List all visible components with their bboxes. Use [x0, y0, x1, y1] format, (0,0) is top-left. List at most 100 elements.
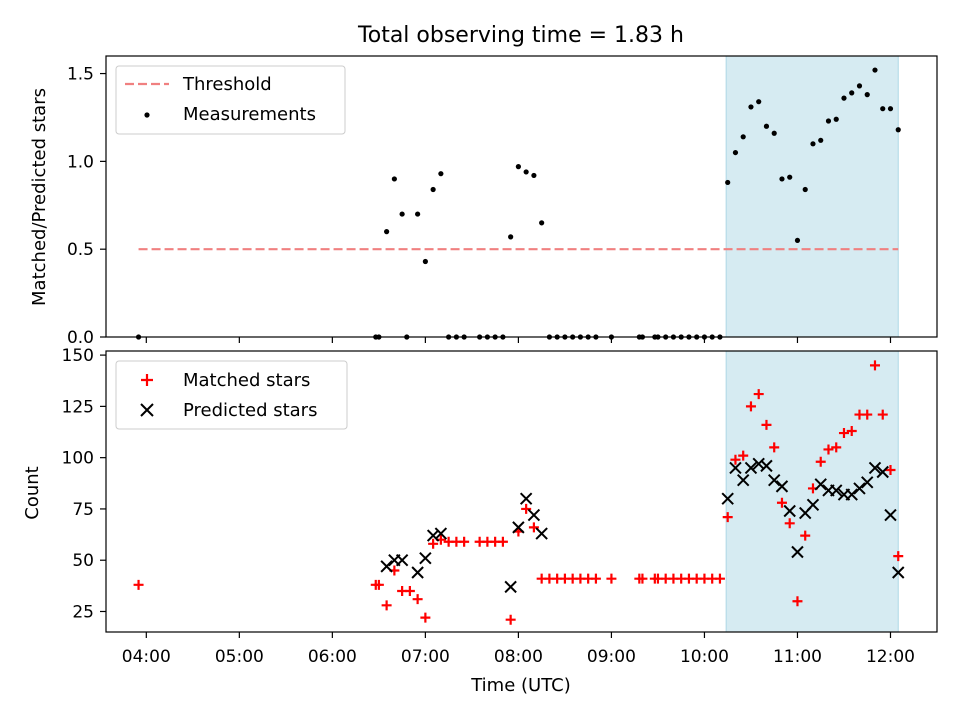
x-tick-label: 12:00 — [866, 647, 915, 667]
predicted-star-point — [519, 492, 533, 505]
matched-star-point — [505, 614, 516, 625]
measurement-point — [763, 123, 770, 129]
matched-star-point — [521, 503, 532, 514]
predicted-star-point — [434, 527, 448, 540]
top-x-axis — [145, 337, 892, 343]
measurement-point — [399, 211, 405, 217]
legend-predicted-label: Predicted stars — [183, 400, 317, 421]
matched-star-point — [815, 456, 826, 467]
x-tick-label: 09:00 — [587, 647, 636, 667]
top-legend: Threshold Measurements — [115, 65, 346, 135]
top-shaded-region — [725, 55, 899, 338]
measurement-point — [849, 90, 855, 96]
x-tick-label: 11:00 — [773, 647, 822, 667]
predicted-star-point — [729, 461, 742, 475]
matched-star-point — [800, 530, 811, 541]
y-tick-label: 1.0 — [67, 152, 94, 172]
matched-star-point — [838, 428, 849, 439]
measurement-point — [391, 176, 397, 182]
measurement-point — [802, 186, 808, 193]
measurement-point — [864, 92, 870, 98]
measurement-point — [438, 171, 444, 177]
measurement-point — [841, 95, 847, 101]
predicted-star-point — [868, 461, 882, 475]
predicted-star-point — [752, 457, 765, 471]
measurement-point — [787, 174, 793, 180]
measurement-point — [732, 149, 739, 156]
y-tick-label: 25 — [72, 602, 94, 622]
measurement-point — [872, 67, 878, 73]
matched-star-point — [862, 409, 873, 420]
predicted-star-point — [814, 478, 827, 491]
predicted-stars-series — [380, 457, 905, 594]
matched-star-point — [792, 596, 803, 607]
measurement-point — [430, 186, 436, 193]
predicted-star-point — [760, 459, 773, 473]
measurement-point — [856, 83, 863, 89]
predicted-star-point — [419, 551, 432, 565]
predicted-star-point — [892, 566, 905, 579]
bottom-panel: 25 50 75 100 125 150 04:00 05:00 06:00 07:00 08:0… — [22, 346, 938, 696]
matched-star-point — [722, 512, 733, 523]
matched-star-point — [497, 536, 508, 547]
measurement-point — [422, 258, 428, 265]
measurement-point — [740, 134, 746, 140]
matched-star-point — [528, 522, 539, 533]
predicted-star-point — [504, 580, 517, 594]
predicted-star-point — [884, 508, 897, 522]
predicted-star-point — [876, 465, 889, 479]
matched-star-point — [761, 419, 772, 430]
bottom-x-axis: 04:00 05:00 06:00 07:00 08:00 09:00 10:00 11:00… — [122, 632, 915, 667]
measurement-point — [887, 106, 894, 112]
x-tick-label: 04:00 — [122, 647, 171, 667]
measurement-point — [725, 179, 731, 186]
measurement-point — [515, 164, 521, 170]
matched-star-point — [831, 442, 842, 453]
top-y-axis: 0.0 0.5 1.0 1.5 — [67, 65, 106, 348]
x-tick-label: 05:00 — [215, 647, 264, 667]
matched-star-point — [893, 551, 904, 562]
matched-star-point — [738, 450, 749, 461]
y-tick-label: 0.5 — [67, 240, 94, 260]
x-tick-label: 08:00 — [494, 647, 543, 667]
x-tick-label: 10:00 — [680, 647, 729, 667]
legend-matched-swatch — [141, 374, 153, 386]
y-tick-label: 125 — [62, 397, 94, 417]
bottom-plot-frame — [105, 350, 938, 633]
top-y-axis-label: Matched/Predicted stars — [29, 88, 50, 306]
legend-matched-label: Matched stars — [183, 370, 310, 391]
measurement-point — [825, 118, 832, 124]
y-tick-label: 100 — [62, 449, 94, 469]
measurement-point — [523, 169, 529, 175]
x-axis-label: Time (UTC) — [470, 675, 571, 696]
bottom-legend: Matched stars Predicted stars — [115, 360, 348, 430]
measurement-point — [794, 237, 801, 244]
y-tick-label: 0.0 — [67, 328, 94, 348]
matched-star-point — [637, 573, 648, 584]
matched-star-point — [420, 612, 431, 623]
measurement-point — [508, 234, 514, 240]
measurement-point — [895, 127, 901, 133]
predicted-star-point — [744, 461, 758, 475]
measurement-point — [415, 211, 421, 217]
measurement-point — [539, 220, 545, 226]
predicted-star-point — [853, 482, 866, 495]
matched-star-point — [784, 518, 795, 529]
predicted-star-point — [861, 476, 874, 489]
y-tick-label: 50 — [72, 551, 94, 571]
predicted-star-point — [830, 484, 843, 497]
y-tick-label: 1.5 — [67, 65, 94, 85]
matched-star-point — [877, 409, 888, 420]
matched-star-point — [846, 425, 857, 436]
matched-star-point — [373, 579, 384, 590]
matched-star-point — [459, 536, 470, 547]
predicted-star-point — [768, 474, 781, 487]
predicted-star-point — [395, 554, 409, 567]
matched-star-point — [885, 464, 896, 475]
measurement-point — [384, 229, 390, 235]
measurement-point — [818, 137, 824, 143]
matched-star-point — [606, 573, 617, 584]
x-tick-label: 06:00 — [308, 647, 357, 667]
legend-threshold-label: Threshold — [182, 74, 272, 95]
